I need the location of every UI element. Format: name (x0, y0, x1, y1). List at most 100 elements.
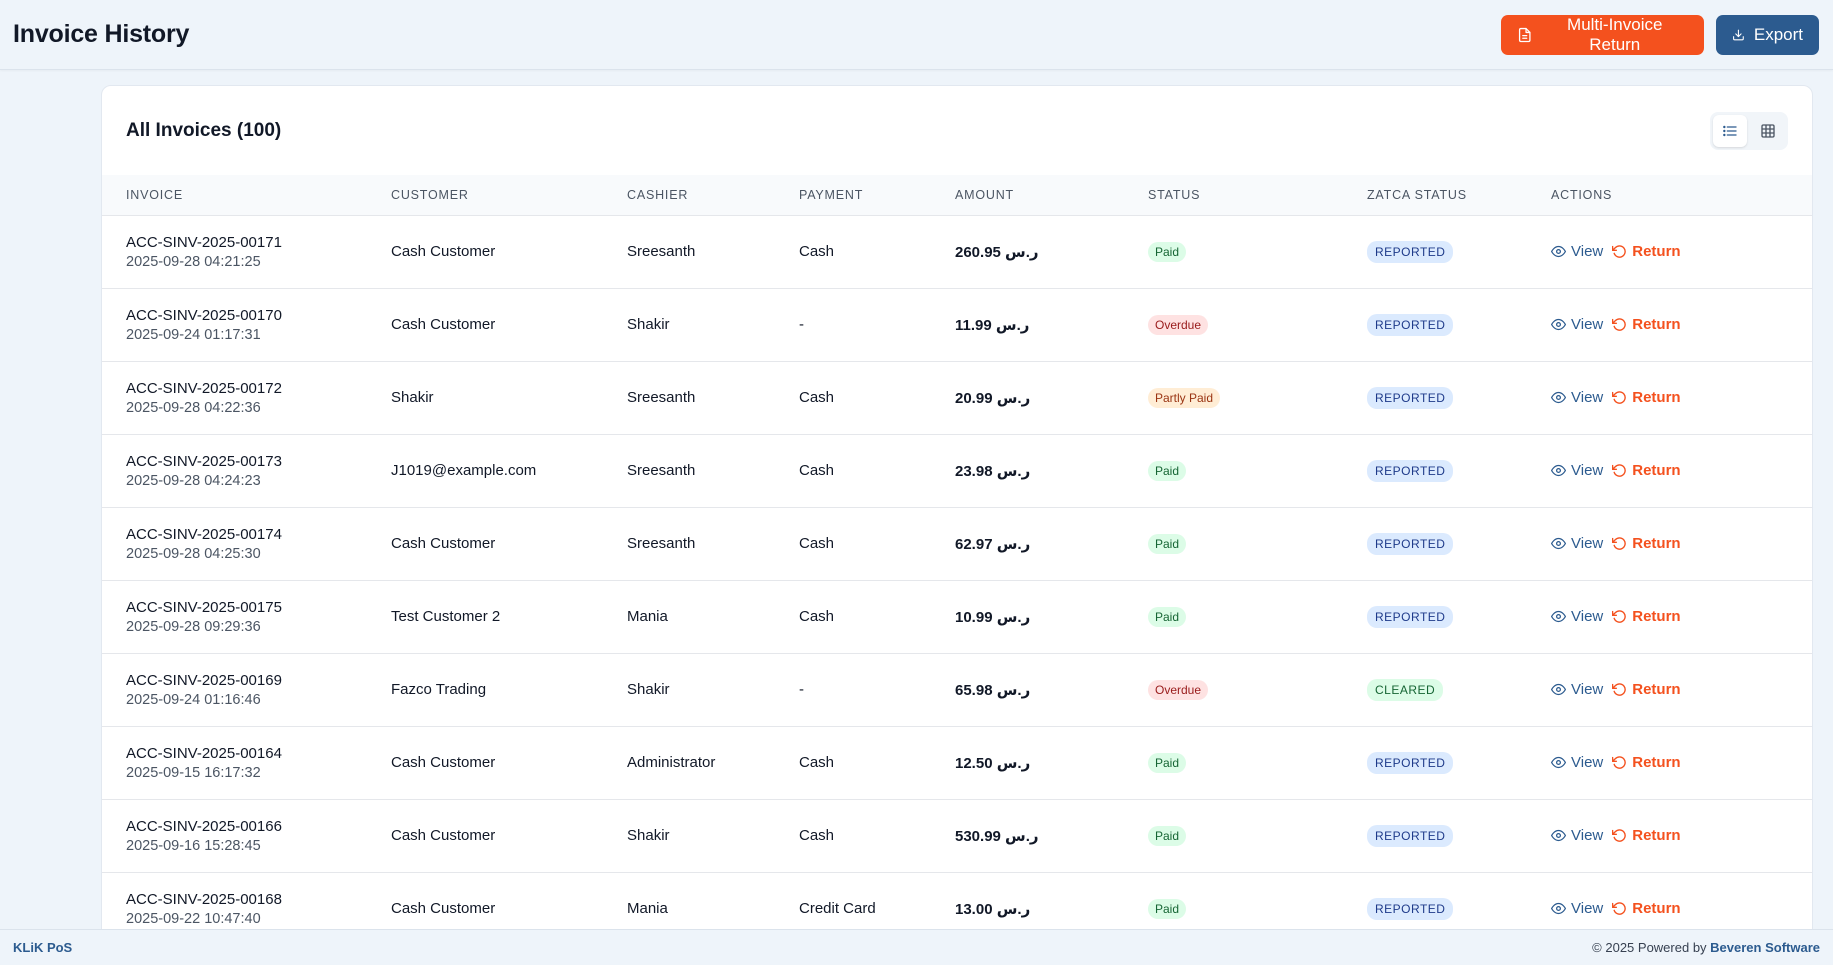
column-header[interactable]: CASHIER (627, 187, 689, 202)
rotate-ccw-icon (1612, 610, 1627, 623)
invoice-number[interactable]: ACC-SINV-2025-00173 (126, 452, 282, 470)
view-action[interactable]: View (1551, 462, 1603, 479)
amount-value: 11.99 ر.س (955, 316, 1030, 334)
return-action[interactable]: Return (1612, 316, 1681, 333)
view-action[interactable]: View (1551, 827, 1603, 844)
invoice-cell: ACC-SINV-2025-00164 2025-09-15 16:17:32 (102, 726, 367, 799)
return-label: Return (1632, 535, 1681, 552)
return-label: Return (1632, 754, 1681, 771)
return-action[interactable]: Return (1612, 462, 1681, 479)
amount-cell: 13.00 ر.س (931, 872, 1124, 929)
column-header[interactable]: PAYMENT (799, 187, 864, 202)
view-action[interactable]: View (1551, 608, 1603, 625)
zatca-status-badge: REPORTED (1367, 459, 1454, 482)
view-label: View (1571, 900, 1604, 918)
invoice-cell: ACC-SINV-2025-00173 2025-09-28 04:24:23 (102, 434, 367, 507)
column-header[interactable]: AMOUNT (955, 187, 1014, 202)
invoice-date: 2025-09-28 04:25:30 (126, 545, 261, 562)
return-action[interactable]: Return (1612, 535, 1681, 552)
table-row[interactable]: ACC-SINV-2025-00168 2025-09-22 10:47:40 … (102, 872, 1812, 929)
rotate-ccw-icon (1612, 245, 1627, 258)
table-row[interactable]: ACC-SINV-2025-00173 2025-09-28 04:24:23 … (102, 434, 1812, 507)
invoice-cell: ACC-SINV-2025-00172 2025-09-28 04:22:36 (102, 361, 367, 434)
table-row[interactable]: ACC-SINV-2025-00170 2025-09-24 01:17:31 … (102, 288, 1812, 361)
invoice-number[interactable]: ACC-SINV-2025-00172 (126, 379, 282, 397)
table-row[interactable]: ACC-SINV-2025-00175 2025-09-28 09:29:36 … (102, 580, 1812, 653)
table-row[interactable]: ACC-SINV-2025-00169 2025-09-24 01:16:46 … (102, 653, 1812, 726)
view-action[interactable]: View (1551, 316, 1603, 333)
view-action[interactable]: View (1551, 754, 1603, 771)
eye-icon (1551, 537, 1566, 550)
return-label: Return (1632, 827, 1681, 844)
return-action[interactable]: Return (1612, 754, 1681, 771)
invoice-number[interactable]: ACC-SINV-2025-00174 (126, 525, 282, 543)
invoice-number[interactable]: ACC-SINV-2025-00175 (126, 598, 282, 616)
return-action[interactable]: Return (1612, 900, 1681, 917)
download-icon (1733, 29, 1744, 40)
table-row[interactable]: ACC-SINV-2025-00166 2025-09-16 15:28:45 … (102, 799, 1812, 872)
company-link[interactable]: Beveren Software (1710, 940, 1820, 955)
zatca-cell: REPORTED (1343, 872, 1527, 929)
footer-brand: KLiK PoS (13, 940, 73, 955)
view-action[interactable]: View (1551, 535, 1603, 552)
table-row[interactable]: ACC-SINV-2025-00172 2025-09-28 04:22:36 … (102, 361, 1812, 434)
return-action[interactable]: Return (1612, 243, 1681, 260)
status-cell: Overdue (1124, 288, 1343, 361)
rotate-ccw-icon (1612, 537, 1627, 550)
amount-value: 260.95 ر.س (955, 243, 1039, 261)
invoice-number[interactable]: ACC-SINV-2025-00168 (126, 890, 282, 908)
column-header[interactable]: INVOICE (126, 187, 183, 202)
grid-icon (1761, 123, 1775, 138)
view-label: View (1571, 681, 1604, 698)
eye-icon (1551, 829, 1566, 842)
footer: KLiK PoS © 2025 Powered by Beveren Softw… (0, 929, 1833, 965)
customer-cell: Cash Customer (391, 754, 496, 771)
status-cell: Paid (1124, 799, 1343, 872)
table-row[interactable]: ACC-SINV-2025-00164 2025-09-15 16:17:32 … (102, 726, 1812, 799)
grid-view-button[interactable] (1751, 115, 1785, 147)
top-bar: Invoice History Multi-Invoice Return Exp… (0, 0, 1833, 70)
main-area: All Invoices (100) INVOICE CUSTOMER CAS (0, 71, 1833, 929)
view-action[interactable]: View (1551, 681, 1603, 698)
invoice-cell: ACC-SINV-2025-00166 2025-09-16 15:28:45 (102, 799, 367, 872)
return-action[interactable]: Return (1612, 681, 1681, 698)
table-row[interactable]: ACC-SINV-2025-00174 2025-09-28 04:25:30 … (102, 507, 1812, 580)
zatca-status-badge: REPORTED (1367, 605, 1454, 628)
column-header[interactable]: STATUS (1148, 187, 1201, 202)
payment-cell: Cash (799, 827, 835, 844)
status-badge: Paid (1148, 825, 1187, 846)
return-action[interactable]: Return (1612, 608, 1681, 625)
invoice-cell: ACC-SINV-2025-00170 2025-09-24 01:17:31 (102, 288, 367, 361)
amount-value: 530.99 ر.س (955, 827, 1039, 845)
invoice-number[interactable]: ACC-SINV-2025-00171 (126, 233, 282, 251)
payment-cell: Cash (799, 462, 835, 479)
invoice-number[interactable]: ACC-SINV-2025-00169 (126, 671, 282, 689)
view-action[interactable]: View (1551, 243, 1603, 260)
export-button[interactable]: Export (1716, 14, 1819, 55)
view-action[interactable]: View (1551, 389, 1603, 406)
return-action[interactable]: Return (1612, 827, 1681, 844)
actions-cell: View Return (1527, 434, 1812, 507)
multi-invoice-return-button[interactable]: Multi-Invoice Return (1501, 14, 1704, 55)
status-cell: Paid (1124, 580, 1343, 653)
rotate-ccw-icon (1612, 391, 1627, 404)
column-header[interactable]: ZATCA STATUS (1367, 187, 1467, 202)
status-cell: Paid (1124, 507, 1343, 580)
invoice-number[interactable]: ACC-SINV-2025-00170 (126, 306, 282, 324)
eye-icon (1551, 245, 1566, 258)
view-action[interactable]: View (1551, 900, 1603, 917)
payment-cell: - (799, 316, 804, 333)
list-view-button[interactable] (1713, 114, 1747, 147)
invoices-table: INVOICE CUSTOMER CASHIER PAYMENT AMOUNT … (102, 175, 1812, 929)
actions-cell: View Return (1527, 215, 1812, 288)
return-action[interactable]: Return (1612, 389, 1681, 406)
amount-value: 12.50 ر.س (955, 754, 1031, 772)
invoice-number[interactable]: ACC-SINV-2025-00164 (126, 744, 282, 762)
rotate-ccw-icon (1612, 318, 1627, 331)
invoice-number[interactable]: ACC-SINV-2025-00166 (126, 817, 282, 835)
view-label: View (1571, 316, 1604, 333)
column-header[interactable]: CUSTOMER (391, 187, 469, 202)
view-label: View (1571, 389, 1604, 406)
table-row[interactable]: ACC-SINV-2025-00171 2025-09-28 04:21:25 … (102, 215, 1812, 288)
zatca-cell: CLEARED (1343, 653, 1527, 726)
